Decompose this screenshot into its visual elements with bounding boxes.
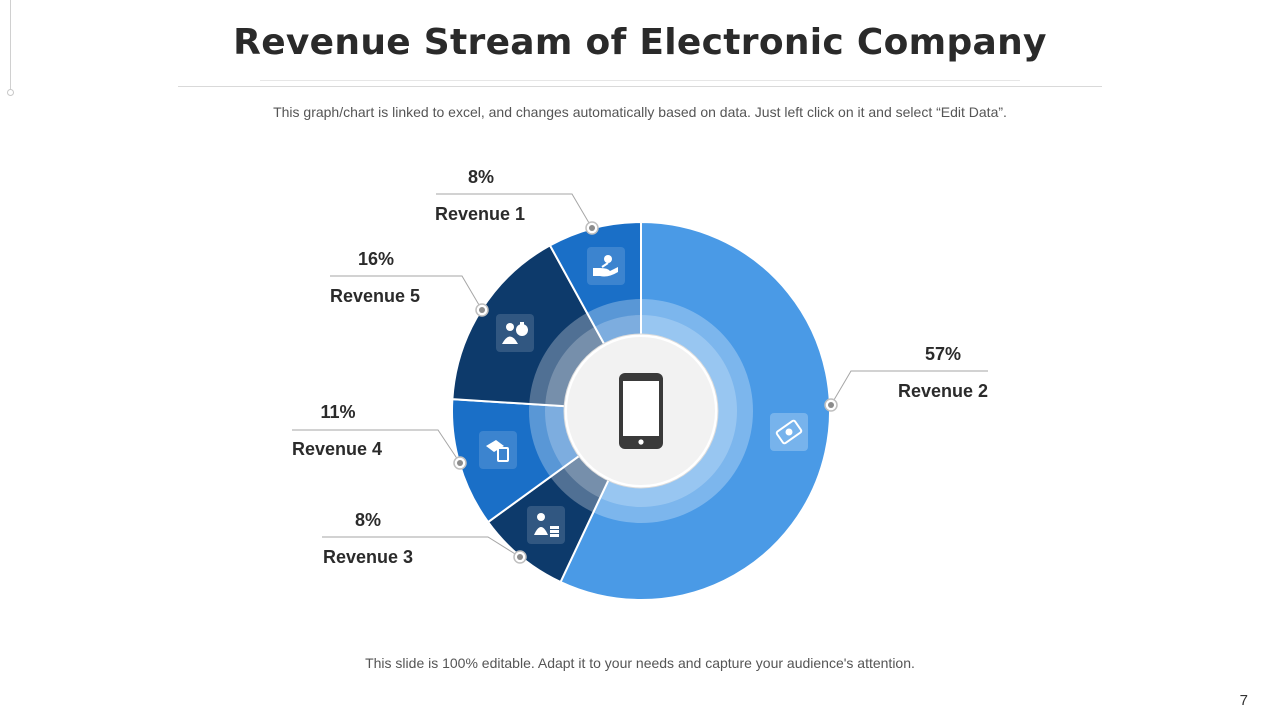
category-label-revenue-2: Revenue 2 xyxy=(898,381,988,401)
category-label-revenue-5: Revenue 5 xyxy=(330,286,420,306)
coin-2 xyxy=(550,530,559,533)
slide-title: Revenue Stream of Electronic Company xyxy=(233,22,1047,63)
leader-line-revenue-2 xyxy=(830,370,988,406)
bag-tie xyxy=(520,322,524,325)
leader-marker-core-revenue-2 xyxy=(828,402,834,408)
leader-line-revenue-4 xyxy=(292,429,461,464)
hand-shape xyxy=(593,267,618,277)
coin-1 xyxy=(550,526,559,529)
coin-3 xyxy=(550,534,559,537)
person-body xyxy=(502,336,518,344)
coin-stem xyxy=(601,262,609,268)
data-label-revenue-4: 11% xyxy=(320,402,355,422)
data-label-revenue-3: 8% xyxy=(355,510,381,530)
person-head xyxy=(537,513,545,521)
phone-button xyxy=(638,439,644,445)
coin-shape xyxy=(604,255,612,263)
title-underline xyxy=(178,86,1102,87)
leader-line-revenue-3 xyxy=(322,536,521,558)
left-guide-dot xyxy=(7,89,14,96)
slide-footer: This slide is 100% editable. Adapt it to… xyxy=(365,655,915,671)
hand-card-icon xyxy=(479,431,517,469)
smartphone-icon xyxy=(619,373,663,449)
left-guide-line xyxy=(10,0,11,90)
hand-shape xyxy=(486,440,504,452)
leader-marker-core-revenue-4 xyxy=(457,460,463,466)
money-bag xyxy=(516,324,528,336)
leader-marker-core-revenue-3 xyxy=(517,554,523,560)
category-label-revenue-1: Revenue 1 xyxy=(435,204,525,224)
leader-line-revenue-1 xyxy=(436,193,593,229)
money-bag-person-icon xyxy=(496,314,534,352)
data-label-revenue-1: 8% xyxy=(468,167,494,187)
leader-marker-core-revenue-5 xyxy=(479,307,485,313)
hand-coin-icon xyxy=(587,247,625,285)
category-label-revenue-4: Revenue 4 xyxy=(292,439,382,459)
slide-subtitle: This graph/chart is linked to excel, and… xyxy=(273,104,1007,120)
coins-person-icon-tile xyxy=(527,506,565,544)
money-bag-person-icon-tile xyxy=(496,314,534,352)
person-body xyxy=(534,527,548,535)
leader-marker-core-revenue-1 xyxy=(589,225,595,231)
data-label-revenue-2: 57% xyxy=(925,344,961,364)
title-underline-top xyxy=(260,80,1020,81)
coins-person-icon xyxy=(527,506,565,544)
data-label-revenue-5: 16% xyxy=(358,249,394,269)
card-shape xyxy=(497,447,509,462)
bill-outline xyxy=(775,419,803,445)
bill-center xyxy=(785,428,793,436)
person-head xyxy=(506,323,514,331)
page-number: 7 xyxy=(1239,692,1248,709)
hand-coin-icon-tile xyxy=(587,247,625,285)
category-label-revenue-3: Revenue 3 xyxy=(323,547,413,567)
phone-screen xyxy=(623,381,659,436)
leader-line-revenue-5 xyxy=(330,275,483,311)
money-bill-icon xyxy=(770,413,808,451)
